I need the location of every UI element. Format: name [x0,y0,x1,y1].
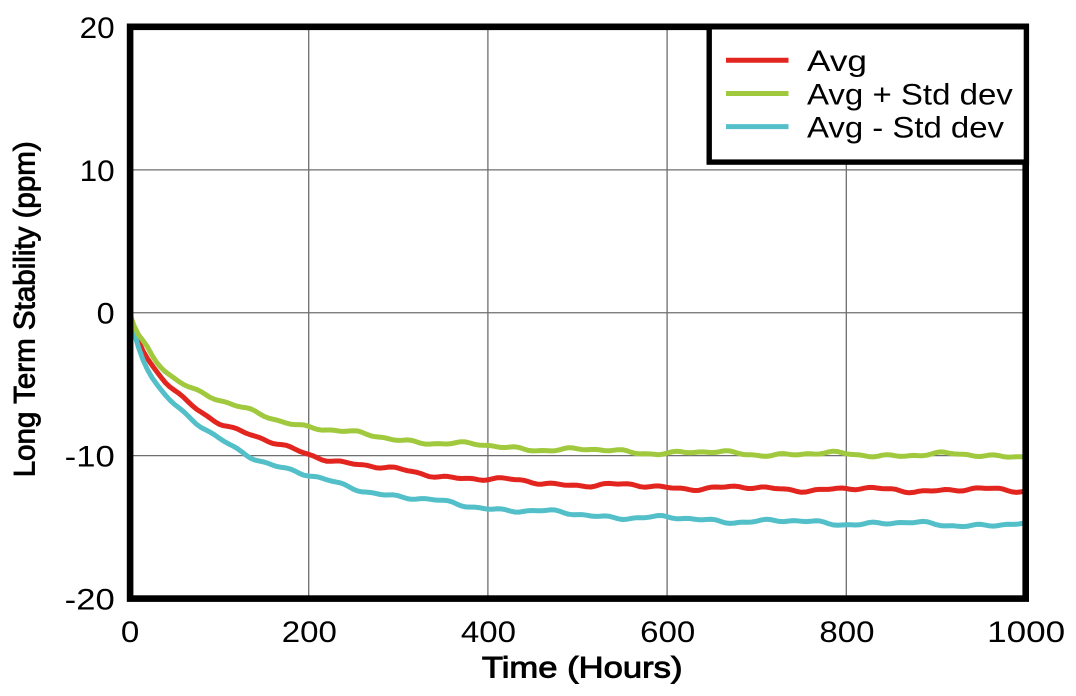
svg-text:10: 10 [80,155,115,188]
svg-text:Long Term Stability (ppm): Long Term Stability (ppm) [9,141,42,477]
svg-text:-20: -20 [65,583,115,616]
svg-text:0: 0 [121,616,139,649]
svg-text:800: 800 [819,616,874,649]
svg-text:400: 400 [461,616,516,649]
svg-text:Time (Hours): Time (Hours) [482,652,683,685]
svg-text:0: 0 [97,298,115,331]
svg-text:600: 600 [640,616,695,649]
svg-text:20: 20 [80,12,115,45]
svg-text:-10: -10 [65,441,115,474]
svg-text:Avg: Avg [807,45,867,78]
svg-text:1000: 1000 [987,616,1065,649]
svg-text:Avg + Std dev: Avg + Std dev [807,78,1013,111]
svg-text:Avg - Std dev: Avg - Std dev [807,112,1004,145]
svg-text:200: 200 [282,616,337,649]
